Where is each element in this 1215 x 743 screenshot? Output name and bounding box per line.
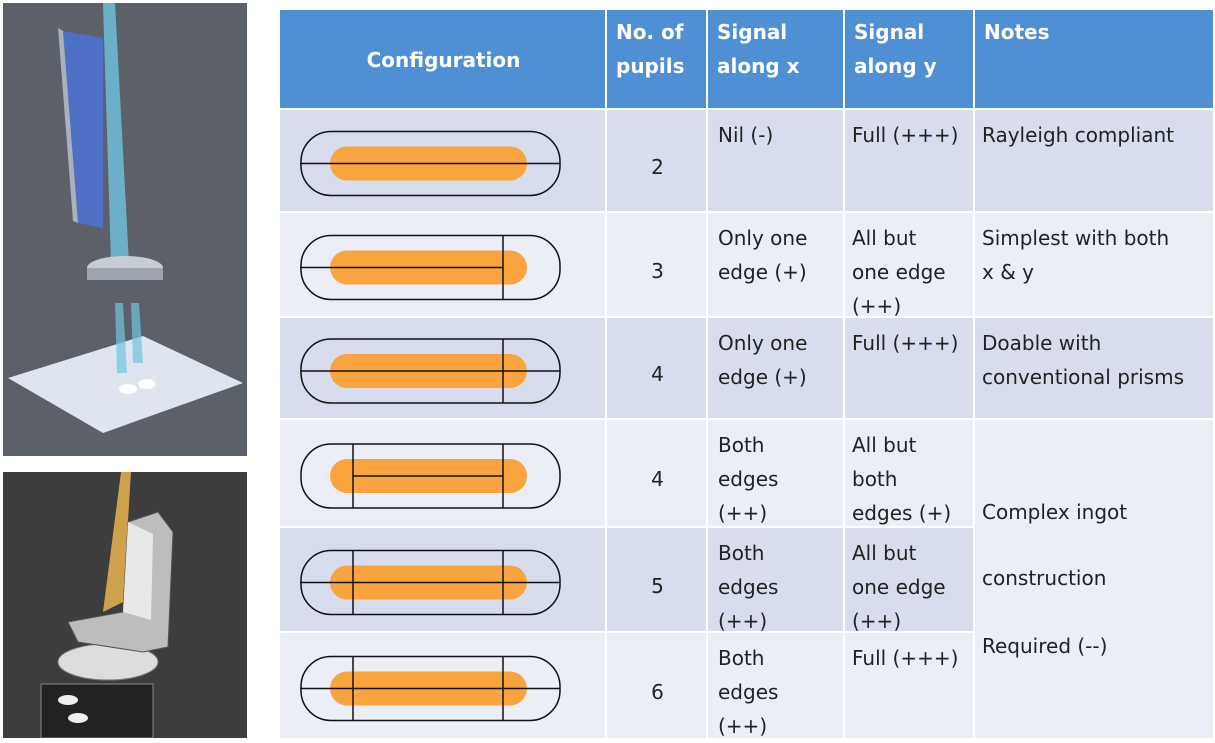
cell xyxy=(708,10,845,110)
cell-text: Both xyxy=(718,646,765,670)
cell-text: one edge xyxy=(852,575,946,599)
cell-text: x & y xyxy=(982,260,1034,284)
cell-text: Only one xyxy=(718,331,808,355)
cell-text: Rayleigh compliant xyxy=(982,123,1174,147)
cell xyxy=(280,10,607,110)
cell-text: Configuration xyxy=(366,48,521,72)
cell-text: No. of xyxy=(616,20,684,44)
render-bottom xyxy=(3,472,247,738)
cell xyxy=(975,213,1215,318)
cell xyxy=(708,633,845,740)
cell-text: Simplest with both xyxy=(982,226,1170,250)
cell-text: 4 xyxy=(651,362,664,386)
cell-text: both xyxy=(852,467,898,491)
cell xyxy=(708,420,845,528)
cell-text: Both xyxy=(718,541,765,565)
cell-text: Nil (-) xyxy=(718,123,774,147)
cell-text: (++) xyxy=(718,609,768,633)
cell-text: construction xyxy=(982,566,1107,590)
cell-text: along y xyxy=(854,54,937,78)
cell xyxy=(845,420,975,528)
cell xyxy=(708,213,845,318)
cell-text: (++) xyxy=(718,501,768,525)
cell-text: edge (+) xyxy=(718,365,807,389)
cell xyxy=(708,318,845,420)
cell-text: edges xyxy=(718,680,779,704)
cell-text: Signal xyxy=(717,20,788,44)
cell xyxy=(845,318,975,420)
cell-text: 3 xyxy=(651,258,664,283)
cell-text: edges (+) xyxy=(852,501,952,525)
cell-text: Full (+++) xyxy=(852,646,959,670)
cell xyxy=(607,420,708,528)
cell xyxy=(607,633,708,740)
cell-text: (++) xyxy=(852,609,902,633)
cell xyxy=(975,420,1215,740)
cell xyxy=(607,10,708,110)
configuration-diagram xyxy=(300,655,561,722)
cell-text: one edge xyxy=(852,260,946,284)
cell xyxy=(975,110,1215,213)
configuration-diagram xyxy=(300,130,561,197)
cell-text: Complex ingot xyxy=(982,500,1128,524)
cell-text: All but xyxy=(852,226,917,250)
configuration-diagram xyxy=(300,338,561,404)
cell-text: edges xyxy=(718,575,779,599)
cell xyxy=(708,110,845,213)
cell-text: Doable with xyxy=(982,331,1102,355)
cell xyxy=(607,528,708,633)
cell-text: All but xyxy=(852,541,917,565)
cell xyxy=(845,213,975,318)
cell-text: 2 xyxy=(651,154,664,179)
cell-text: Full (+++) xyxy=(852,331,959,355)
cell xyxy=(845,633,975,740)
configuration-diagram xyxy=(300,234,561,301)
cell-text: 6 xyxy=(651,679,664,704)
cell-text: Only one xyxy=(718,226,808,250)
pupil-outline xyxy=(300,443,561,509)
cell-text: conventional prisms xyxy=(982,365,1185,389)
cell-text: (++) xyxy=(718,714,768,738)
cell-text: 5 xyxy=(651,573,664,598)
cell xyxy=(607,213,708,318)
cell-text: 4 xyxy=(651,467,664,491)
cell-text: (++) xyxy=(852,294,902,318)
cell xyxy=(845,528,975,633)
cell-text: along x xyxy=(717,54,800,78)
cell-text: Both xyxy=(718,433,765,457)
cell-text: pupils xyxy=(616,54,685,78)
cell xyxy=(975,10,1215,110)
configuration-diagram xyxy=(300,549,561,616)
cell-text: edge (+) xyxy=(718,260,807,284)
cell xyxy=(607,318,708,420)
cell xyxy=(708,528,845,633)
cell-text: Signal xyxy=(854,20,925,44)
configuration-diagram xyxy=(300,443,561,509)
cell-text: All but xyxy=(852,433,917,457)
cell xyxy=(607,110,708,213)
cell-text: edges xyxy=(718,467,779,491)
cell xyxy=(845,110,975,213)
cell-text: Notes xyxy=(984,20,1050,44)
cell xyxy=(845,10,975,110)
cell-text: Required (--) xyxy=(982,634,1108,658)
render-top xyxy=(3,3,247,456)
cell-text: Full (+++) xyxy=(852,123,959,147)
cell xyxy=(975,318,1215,420)
